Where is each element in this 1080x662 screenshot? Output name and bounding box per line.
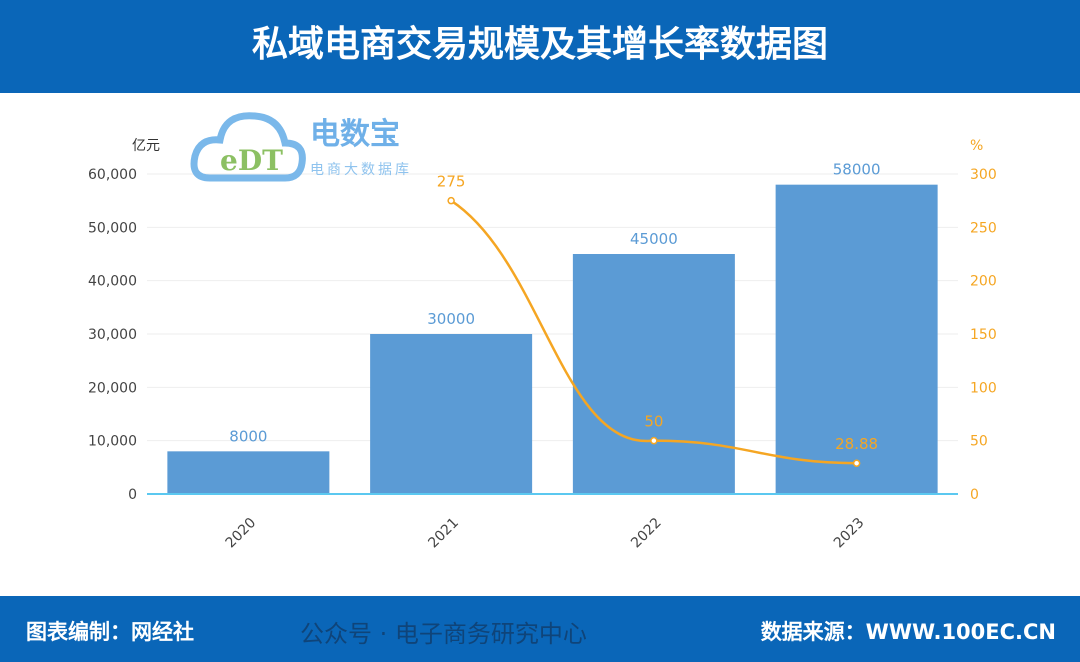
line-point xyxy=(650,436,658,445)
source-label: 数据来源：WWW.100EC.CN xyxy=(760,620,1056,644)
logo-name: 电数宝 xyxy=(310,117,400,152)
x-tick-label: 2022 xyxy=(628,515,665,552)
y-right-tick-label: 0 xyxy=(970,487,979,503)
line-point xyxy=(852,459,861,467)
y-left-tick-label: 20,000 xyxy=(88,380,137,396)
bar xyxy=(167,451,330,494)
page-title: 私域电商交易规模及其增长率数据图 xyxy=(0,0,1080,93)
logo-tagline: 电商大数据库 xyxy=(310,162,412,178)
y-right-tick-label: 50 xyxy=(970,434,988,450)
bar-data-label: 8000 xyxy=(229,427,267,445)
y-left-tick-label: 50,000 xyxy=(88,220,137,236)
y-right-tick-label: 250 xyxy=(970,220,997,236)
y-left-unit: 亿元 xyxy=(132,138,160,154)
growth-line xyxy=(450,199,857,465)
y-right-unit: % xyxy=(970,138,983,154)
bar xyxy=(370,334,533,494)
y-left-tick-label: 0 xyxy=(128,487,137,503)
watermark: 公众号 · 电子商务研究中心 xyxy=(300,620,587,648)
producer-label: 图表编制：网经社 xyxy=(26,620,194,644)
y-right-tick-label: 150 xyxy=(970,327,997,343)
line-point xyxy=(447,196,455,205)
y-left-tick-label: 40,000 xyxy=(88,274,137,290)
bar-data-label: 30000 xyxy=(427,310,475,328)
line-data-label: 275 xyxy=(437,173,466,191)
bar xyxy=(572,254,735,494)
line-data-label: 50 xyxy=(644,413,663,431)
bar xyxy=(775,184,938,494)
cloud-logo-icon: eDT 电数宝 电商大数据库 xyxy=(190,112,412,182)
line-data-label: 28.88 xyxy=(835,435,878,453)
y-right-tick-label: 100 xyxy=(970,380,997,396)
y-left-tick-label: 30,000 xyxy=(88,327,137,343)
bar-data-label: 58000 xyxy=(833,161,881,179)
y-right-tick-label: 300 xyxy=(970,167,997,183)
x-tick-label: 2020 xyxy=(223,515,260,552)
logo: eDT 电数宝 电商大数据库 xyxy=(190,98,430,188)
x-tick-label: 2021 xyxy=(425,515,462,552)
y-right-tick-label: 200 xyxy=(970,274,997,290)
x-tick-label: 2023 xyxy=(831,515,868,552)
logo-mark: eDT xyxy=(220,144,283,177)
y-left-tick-label: 10,000 xyxy=(88,434,137,450)
bar-data-label: 45000 xyxy=(630,230,678,248)
footer: 图表编制：网经社 公众号 · 电子商务研究中心 数据来源：WWW.100EC.C… xyxy=(0,596,1080,662)
y-left-tick-label: 60,000 xyxy=(88,167,137,183)
